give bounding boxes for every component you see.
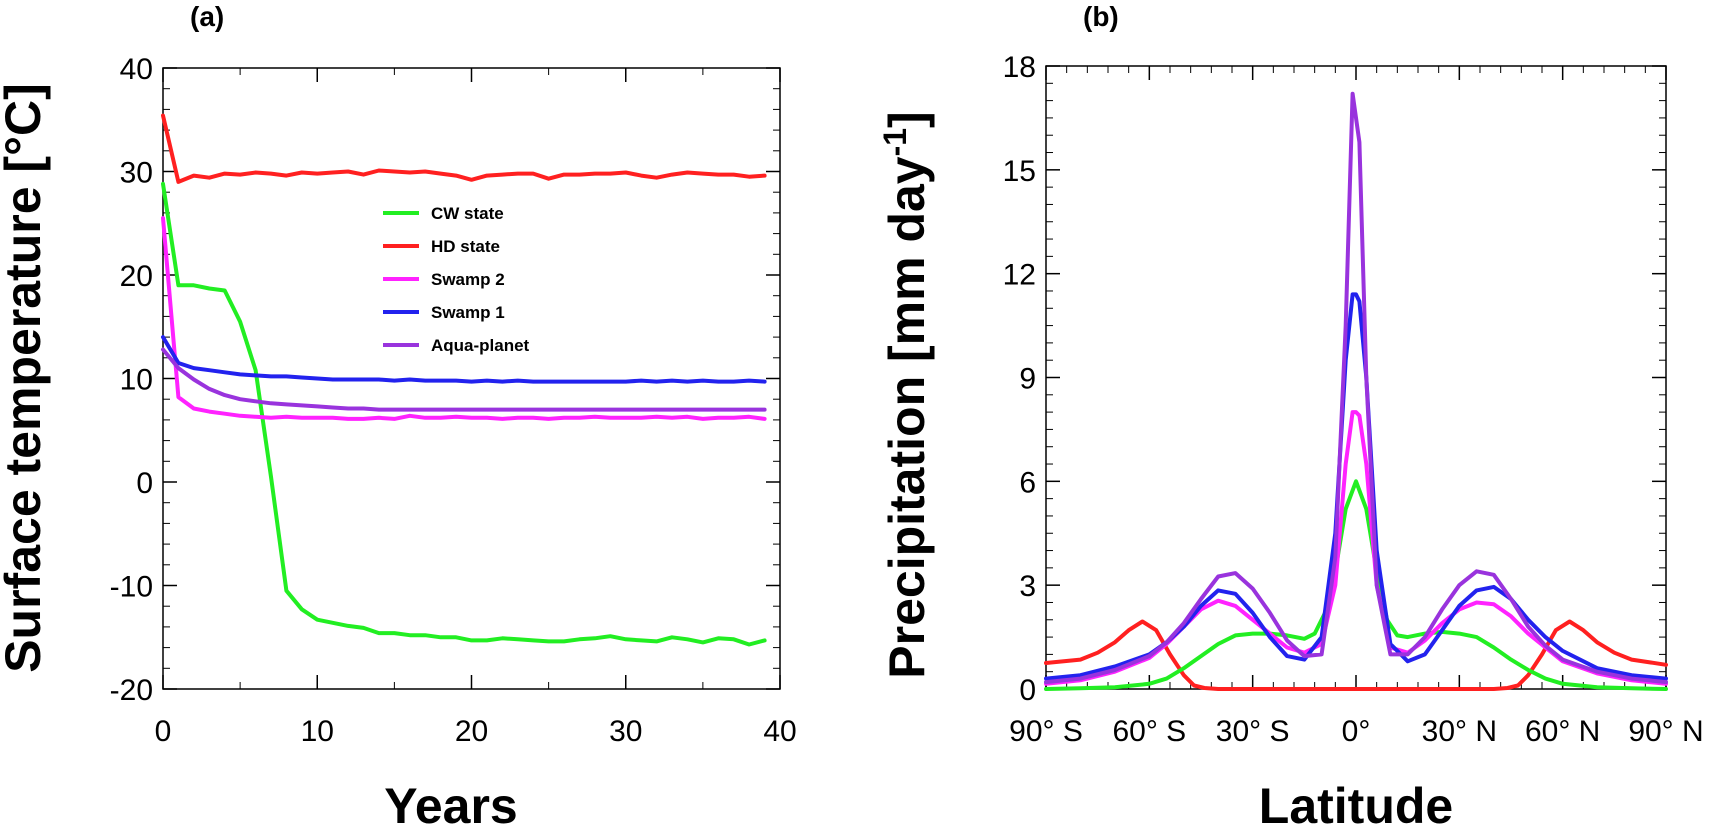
x-tick-label: 30° S (1216, 715, 1290, 748)
y-tick-label: 6 (1019, 466, 1036, 499)
panel-b-x-tick-labels: 90° S 60° S 30° S 0° 30° N 60° N 90° N (1009, 715, 1704, 748)
y-tick-label: 18 (1003, 51, 1036, 84)
legend-item-aqua-planet: Aqua-planet (383, 336, 530, 355)
y-tick-label: 0 (1019, 674, 1036, 707)
panel-a-x-tick-labels: 0 10 20 30 40 (155, 715, 797, 748)
series-line-hd-state (1044, 619, 1668, 691)
y-tick-label: 9 (1019, 363, 1036, 396)
panel-b-minor-ticks (1046, 66, 1666, 689)
x-tick-label: 10 (301, 715, 334, 748)
panel-b-y-tick-labels: 0 3 6 9 12 15 18 (1003, 51, 1036, 707)
panel-b-plot-frame (1045, 65, 1667, 690)
x-tick-label: 90° S (1009, 715, 1083, 748)
panel-a-legend: CW state HD state Swamp 2 Swamp 1 Aqua-plane… (383, 204, 530, 355)
y-tick-label: -20 (110, 674, 153, 707)
panel-b-y-axis-title-close: ] (879, 111, 935, 128)
y-tick-label: 0 (136, 467, 153, 500)
y-tick-label: 12 (1003, 259, 1036, 292)
x-tick-label: 0° (1342, 715, 1371, 748)
legend-item-hd-state: HD state (383, 237, 500, 256)
x-tick-label: 60° N (1525, 715, 1600, 748)
legend-label: HD state (431, 237, 500, 256)
series-line-cw-state (1044, 479, 1668, 691)
panel-a-series (161, 113, 767, 647)
panel-b-x-axis-title: Latitude (1259, 778, 1453, 827)
legend-label: Aqua-planet (431, 336, 530, 355)
y-tick-label: 15 (1003, 155, 1036, 188)
x-tick-label: 0 (155, 715, 172, 748)
panel-b-precipitation: (b) 0 3 6 9 12 15 18 90° S 60° S 30° S 0° 30° N 60°… (877, 1, 1704, 827)
panel-a-y-tick-labels: -20 -10 0 10 20 30 40 (110, 53, 153, 707)
legend-label: CW state (431, 204, 504, 223)
legend-item-swamp-1: Swamp 1 (383, 303, 505, 322)
panel-b-y-axis-title-superscript: -1 (877, 128, 913, 156)
legend-item-swamp-2: Swamp 2 (383, 270, 505, 289)
x-tick-label: 30 (609, 715, 642, 748)
panel-a-temperature: (a) -20 -10 0 10 20 30 40 0 10 20 30 40 CW state HD… (0, 1, 797, 827)
y-tick-label: 40 (120, 53, 153, 86)
legend-label: Swamp 1 (431, 303, 505, 322)
panel-a-major-ticks (162, 67, 781, 690)
series-line-aqua-planet (161, 347, 767, 412)
x-tick-label: 90° N (1628, 715, 1703, 748)
x-tick-label: 30° N (1422, 715, 1497, 748)
panel-a-y-axis-title: Surface temperature [°C] (0, 83, 51, 673)
y-tick-label: 20 (120, 260, 153, 293)
series-line-swamp-2 (1044, 410, 1668, 686)
y-tick-label: 3 (1019, 570, 1036, 603)
x-tick-label: 20 (455, 715, 488, 748)
panel-b-major-ticks (1045, 65, 1667, 690)
x-tick-label: 40 (763, 715, 796, 748)
panel-a-x-axis-title: Years (384, 778, 517, 827)
panel-a-label: (a) (190, 1, 224, 32)
panel-b-y-axis-title-main: Precipitation [mm day (879, 156, 935, 679)
series-line-swamp-2 (161, 216, 767, 421)
panel-b-label: (b) (1083, 1, 1119, 32)
panel-b-series (1044, 91, 1668, 691)
y-tick-label: 10 (120, 364, 153, 397)
series-line-hd-state (161, 113, 767, 184)
panel-b-y-axis-title: Precipitation [mm day-1] (877, 111, 935, 678)
series-line-swamp-1 (161, 335, 767, 384)
x-tick-label: 60° S (1112, 715, 1186, 748)
y-tick-label: -10 (110, 571, 153, 604)
series-line-aqua-planet (1044, 91, 1668, 685)
legend-item-cw-state: CW state (383, 204, 504, 223)
legend-label: Swamp 2 (431, 270, 505, 289)
y-tick-label: 30 (120, 157, 153, 190)
series-line-cw-state (161, 181, 767, 647)
